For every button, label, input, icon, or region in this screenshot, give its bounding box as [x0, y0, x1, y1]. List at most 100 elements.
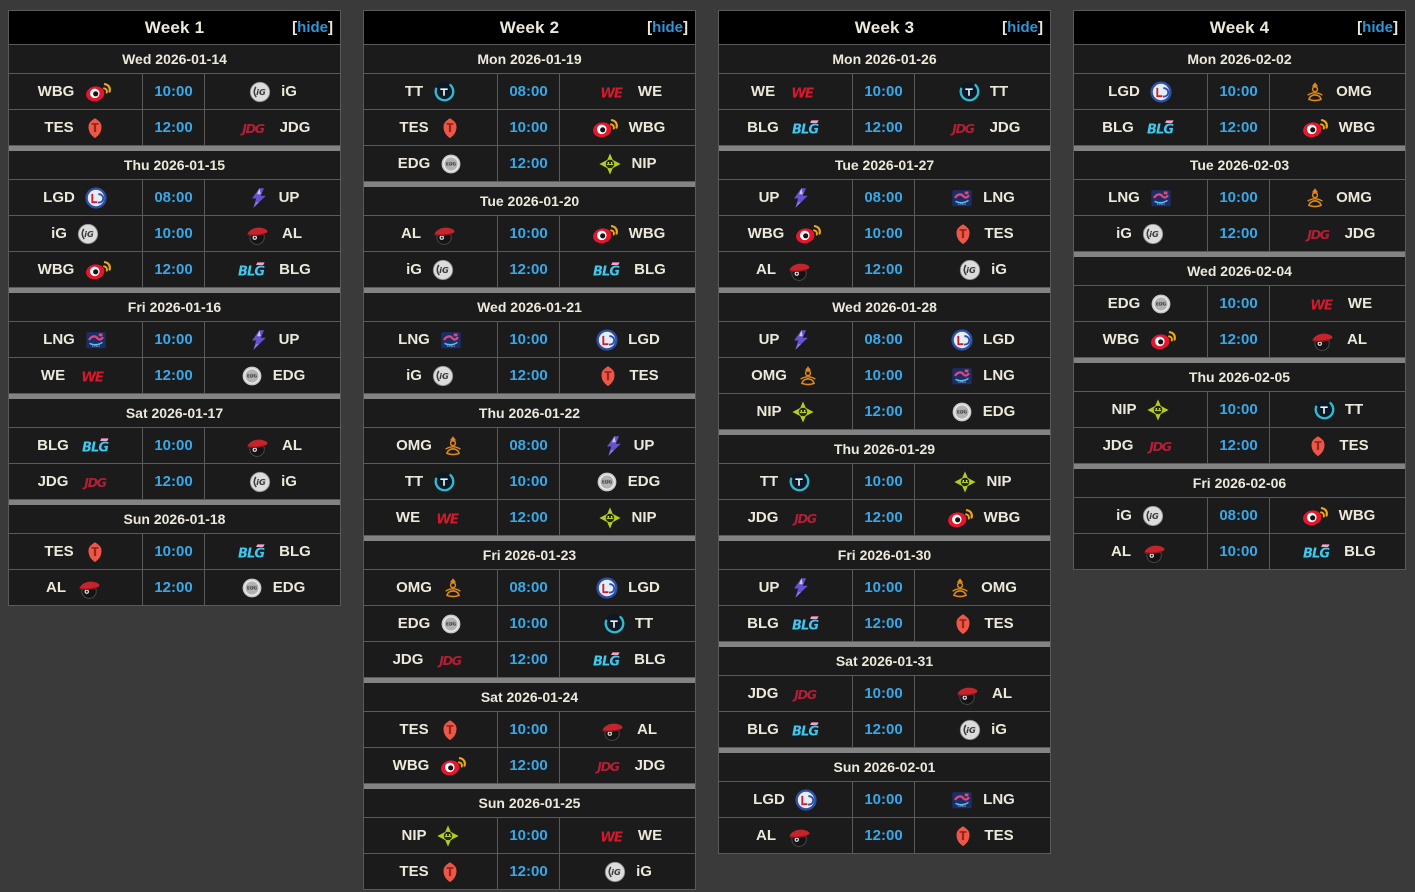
day-date-header: Sat 2026-01-24 [364, 683, 695, 712]
away-team-cell: LNG [915, 782, 1050, 817]
home-team-cell: TT [364, 464, 497, 499]
match-time: 10:00 [852, 676, 915, 711]
hide-toggle[interactable]: [hide] [647, 11, 688, 44]
week-title: Week 3 [854, 17, 915, 37]
weibo-gaming-eye-logo [590, 222, 620, 246]
day-date-header: Fri 2026-02-06 [1074, 469, 1405, 498]
home-team-name: iG [406, 261, 422, 278]
bilibili-gaming-lettermark-logo [234, 258, 270, 282]
team-we-lettermark-logo [593, 80, 629, 104]
match-row: WE 12:00 EDG [9, 358, 340, 394]
home-team-cell: AL [364, 216, 497, 251]
edward-gaming-badge-logo [439, 152, 463, 176]
away-team-name: UP [633, 437, 655, 454]
edward-gaming-badge-logo [240, 576, 264, 600]
home-team-cell: UP [719, 322, 852, 357]
match-time: 10:00 [497, 464, 560, 499]
day-separator [1074, 464, 1405, 469]
match-time: 08:00 [142, 180, 205, 215]
match-row: UP 10:00 OMG [719, 570, 1050, 606]
away-team-name: BLG [634, 261, 666, 278]
home-team-name: iG [406, 367, 422, 384]
home-team-cell: LGD [719, 782, 852, 817]
weibo-gaming-eye-logo [83, 258, 113, 282]
home-team-name: AL [756, 261, 776, 278]
away-team-cell: AL [205, 428, 340, 463]
team-we-lettermark-logo [74, 364, 110, 388]
match-time: 12:00 [142, 110, 205, 145]
thundertalk-gaming-circle-logo [957, 80, 981, 104]
away-team-cell: LGD [560, 322, 695, 357]
away-team-cell: EDG [205, 358, 340, 393]
thundertalk-gaming-circle-logo [432, 80, 456, 104]
away-team-cell: TES [915, 606, 1050, 641]
bilibili-gaming-lettermark-logo [788, 718, 824, 742]
hide-link[interactable]: hide [1362, 19, 1393, 36]
away-team-cell: TES [1270, 428, 1405, 463]
day-date-header: Tue 2026-01-27 [719, 151, 1050, 180]
home-team-name: AL [401, 225, 421, 242]
match-time: 10:00 [497, 818, 560, 853]
week-title: Week 2 [499, 17, 560, 37]
hide-toggle[interactable]: [hide] [1002, 11, 1043, 44]
match-time: 10:00 [142, 216, 205, 251]
away-team-cell: AL [1270, 322, 1405, 357]
home-team-cell: JDG [364, 642, 497, 677]
match-time: 12:00 [852, 500, 915, 535]
edward-gaming-badge-logo [439, 612, 463, 636]
bilibili-gaming-lettermark-logo [589, 648, 625, 672]
day-section: Wed 2026-01-21 LNG 10:00 LGD iG 12:00 TES [364, 293, 695, 394]
home-team-name: JDG [747, 685, 779, 702]
away-team-cell: EDG [205, 570, 340, 605]
match-time: 12:00 [852, 818, 915, 853]
hide-toggle[interactable]: [hide] [1357, 11, 1398, 44]
away-team-name: EDG [272, 579, 306, 596]
match-row: JDG 12:00 iG [9, 464, 340, 500]
match-time: 10:00 [852, 782, 915, 817]
day-date-header: Thu 2026-01-29 [719, 435, 1050, 464]
match-row: TES 12:00 JDG [9, 110, 340, 146]
match-time: 12:00 [1207, 216, 1270, 251]
hide-bracket-open: [ [292, 19, 298, 36]
hide-toggle[interactable]: [hide] [292, 11, 333, 44]
week-title: Week 1 [144, 17, 205, 37]
away-team-name: TES [629, 367, 659, 384]
away-team-cell: JDG [560, 748, 695, 783]
invictus-gaming-globe-logo [958, 718, 982, 742]
omg-figure-logo [1303, 80, 1327, 104]
home-team-cell: TES [9, 534, 142, 569]
away-team-cell: TES [915, 818, 1050, 853]
anyones-legend-hat-logo [430, 222, 460, 246]
hide-link[interactable]: hide [1007, 19, 1038, 36]
day-date-header: Tue 2026-02-03 [1074, 151, 1405, 180]
weibo-gaming-eye-logo [793, 222, 823, 246]
home-team-cell: JDG [9, 464, 142, 499]
home-team-name: AL [46, 579, 66, 596]
anyones-legend-hat-logo [75, 576, 105, 600]
away-team-cell: LNG [915, 358, 1050, 393]
lng-esports-badge-logo [950, 186, 974, 210]
hide-link[interactable]: hide [297, 19, 328, 36]
edward-gaming-badge-logo [950, 400, 974, 424]
hide-link[interactable]: hide [652, 19, 683, 36]
day-date-header: Fri 2026-01-23 [364, 541, 695, 570]
home-team-name: JDG [1102, 437, 1134, 454]
day-separator [364, 678, 695, 683]
home-team-cell: WBG [364, 748, 497, 783]
jd-gaming-lettermark-logo [787, 682, 823, 706]
team-we-lettermark-logo [429, 506, 465, 530]
weibo-gaming-eye-logo [438, 754, 468, 778]
day-section: Sun 2026-02-01 LGD 10:00 LNG AL 12:00 TES [719, 753, 1050, 853]
day-section: Sat 2026-01-17 BLG 10:00 AL JDG 12:00 iG [9, 399, 340, 500]
home-team-cell: OMG [719, 358, 852, 393]
ultra-prime-bolt-logo [246, 186, 270, 210]
day-date-header: Mon 2026-01-26 [719, 45, 1050, 74]
away-team-cell: WE [560, 74, 695, 109]
day-separator [719, 642, 1050, 647]
home-team-name: NIP [756, 403, 782, 420]
day-separator [9, 288, 340, 293]
weibo-gaming-eye-logo [1300, 504, 1330, 528]
away-team-cell: BLG [560, 642, 695, 677]
top-esports-helmet-logo [438, 860, 462, 884]
lgd-gaming-badge-logo [595, 576, 619, 600]
